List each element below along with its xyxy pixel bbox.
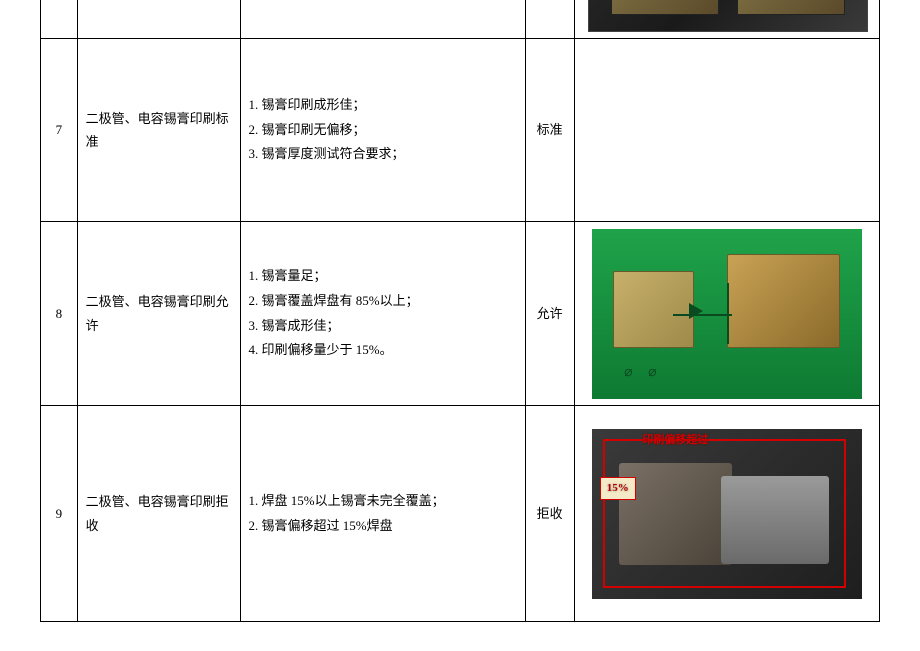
desc-list: 1. 锡膏印刷成形佳； 2. 锡膏印刷无偏移； 3. 锡膏厚度测试符合要求； [249,93,517,167]
cell-tag: 拒收 [525,406,574,622]
cell-tag: 允许 [525,222,574,406]
desc-line: 1. 锡膏印刷成形佳； [249,93,517,118]
page: 7 二极管、电容锡膏印刷标准 1. 锡膏印刷成形佳； 2. 锡膏印刷无偏移； 3… [0,0,920,651]
pcb-photo-overflow [588,0,868,32]
cell-num: 8 [41,222,78,406]
diode-symbol-icon [689,303,703,319]
cell-desc-cont [240,0,525,39]
cell-name: 二极管、电容锡膏印刷拒收 [77,406,240,622]
desc-line: 4. 印刷偏移量少于 15%。 [249,338,517,363]
desc-line: 2. 锡膏偏移超过 15%焊盘 [249,514,517,539]
cell-num-cont [41,0,78,39]
cell-desc: 1. 锡膏印刷成形佳； 2. 锡膏印刷无偏移； 3. 锡膏厚度测试符合要求； [240,39,525,222]
cell-tag: 标准 [525,39,574,222]
silkscreen-line [727,283,729,344]
cell-name-cont [77,0,240,39]
cell-name: 二极管、电容锡膏印刷标准 [77,39,240,222]
silkscreen-marks: ⌀ ⌀ [624,360,662,385]
cell-num: 9 [41,406,78,622]
silkscreen: ⌀ ⌀ [592,229,862,399]
table-row: 8 二极管、电容锡膏印刷允许 1. 锡膏量足； 2. 锡膏覆盖焊盘有 85%以上… [41,222,880,406]
annotation-percent: 15% [600,477,636,501]
overflow-image-wrap [588,0,868,32]
cell-tag-cont [525,0,574,39]
desc-list: 1. 锡膏量足； 2. 锡膏覆盖焊盘有 85%以上； 3. 锡膏成形佳； 4. … [249,264,517,363]
cell-desc: 1. 锡膏量足； 2. 锡膏覆盖焊盘有 85%以上； 3. 锡膏成形佳； 4. … [240,222,525,406]
table-row: 9 二极管、电容锡膏印刷拒收 1. 焊盘 15%以上锡膏未完全覆盖； 2. 锡膏… [41,406,880,622]
desc-list: 1. 焊盘 15%以上锡膏未完全覆盖； 2. 锡膏偏移超过 15%焊盘 [249,489,517,538]
desc-line: 1. 焊盘 15%以上锡膏未完全覆盖； [249,489,517,514]
cell-img: ⌀ ⌀ [574,222,880,406]
cell-name: 二极管、电容锡膏印刷允许 [77,222,240,406]
cell-img [574,39,880,222]
desc-line: 1. 锡膏量足； [249,264,517,289]
cell-desc: 1. 焊盘 15%以上锡膏未完全覆盖； 2. 锡膏偏移超过 15%焊盘 [240,406,525,622]
desc-line: 2. 锡膏印刷无偏移； [249,118,517,143]
pcb-photo-allow: ⌀ ⌀ [592,229,862,399]
cell-num: 7 [41,39,78,222]
desc-line: 3. 锡膏成形佳； [249,314,517,339]
table-row: 7 二极管、电容锡膏印刷标准 1. 锡膏印刷成形佳； 2. 锡膏印刷无偏移； 3… [41,39,880,222]
annotation-box [603,439,846,589]
desc-line: 3. 锡膏厚度测试符合要求； [249,142,517,167]
pcb-photo-reject: 印刷偏移超过 15% [592,429,862,599]
spec-table: 7 二极管、电容锡膏印刷标准 1. 锡膏印刷成形佳； 2. 锡膏印刷无偏移； 3… [40,0,880,622]
annotation-label: 印刷偏移超过 [640,431,710,451]
desc-line: 2. 锡膏覆盖焊盘有 85%以上； [249,289,517,314]
cell-img: 印刷偏移超过 15% [574,406,880,622]
